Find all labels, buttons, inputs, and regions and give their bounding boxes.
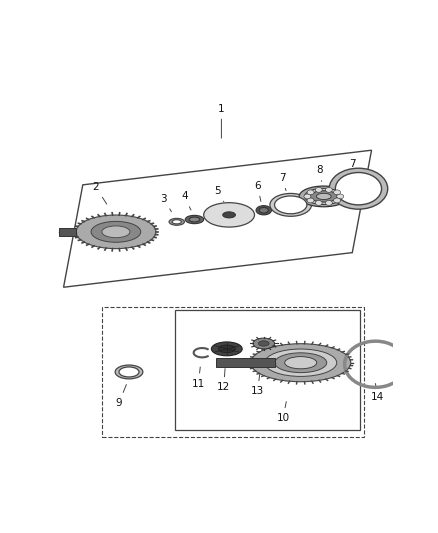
Ellipse shape	[115, 365, 143, 379]
Ellipse shape	[307, 190, 314, 195]
Polygon shape	[216, 358, 275, 367]
Ellipse shape	[218, 345, 235, 353]
Ellipse shape	[316, 193, 331, 199]
Ellipse shape	[275, 353, 327, 373]
Ellipse shape	[223, 212, 236, 218]
Text: 10: 10	[276, 402, 290, 423]
Ellipse shape	[259, 207, 268, 213]
Text: 8: 8	[316, 165, 322, 181]
Text: 9: 9	[116, 384, 127, 408]
Text: 6: 6	[254, 181, 261, 201]
Ellipse shape	[258, 341, 269, 346]
Ellipse shape	[172, 220, 181, 224]
Text: 3: 3	[160, 193, 171, 212]
Ellipse shape	[304, 188, 343, 205]
Ellipse shape	[285, 357, 317, 369]
Text: 12: 12	[217, 369, 230, 392]
Ellipse shape	[91, 221, 141, 242]
Ellipse shape	[310, 191, 337, 202]
Ellipse shape	[253, 338, 275, 349]
Ellipse shape	[334, 190, 340, 195]
Text: 7: 7	[279, 173, 286, 191]
Ellipse shape	[169, 219, 184, 225]
Ellipse shape	[304, 194, 311, 199]
Text: 7: 7	[349, 159, 356, 175]
Ellipse shape	[334, 198, 340, 203]
Text: 1: 1	[218, 103, 225, 138]
Text: 13: 13	[251, 363, 264, 396]
Ellipse shape	[251, 344, 351, 382]
Polygon shape	[59, 228, 76, 236]
Text: 14: 14	[371, 384, 384, 401]
Ellipse shape	[329, 168, 388, 209]
Ellipse shape	[256, 206, 272, 215]
Text: 11: 11	[192, 367, 205, 389]
Ellipse shape	[336, 173, 381, 205]
Text: 5: 5	[214, 186, 224, 201]
Ellipse shape	[119, 367, 139, 377]
Text: 2: 2	[92, 182, 107, 204]
Ellipse shape	[337, 194, 344, 199]
Ellipse shape	[325, 200, 332, 205]
Ellipse shape	[102, 226, 130, 238]
Ellipse shape	[204, 203, 254, 227]
Ellipse shape	[275, 196, 307, 214]
Ellipse shape	[299, 186, 349, 207]
Ellipse shape	[212, 342, 242, 356]
Ellipse shape	[185, 215, 204, 224]
Ellipse shape	[325, 188, 332, 192]
Ellipse shape	[76, 215, 156, 248]
Ellipse shape	[307, 198, 314, 203]
Ellipse shape	[315, 188, 322, 192]
Ellipse shape	[315, 200, 322, 205]
Ellipse shape	[270, 193, 311, 216]
Ellipse shape	[189, 217, 200, 222]
Text: 4: 4	[181, 191, 191, 210]
Ellipse shape	[265, 349, 337, 376]
